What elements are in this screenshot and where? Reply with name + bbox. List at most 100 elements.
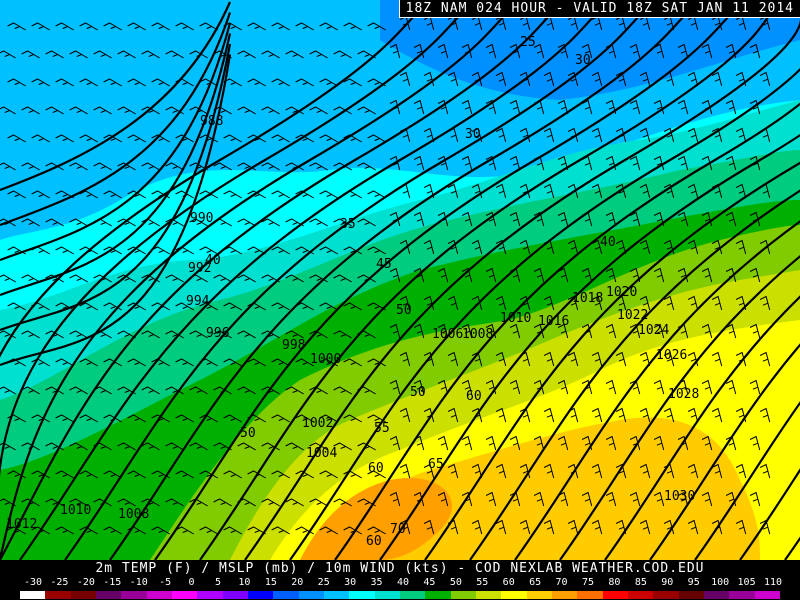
- wind-barb: [7, 358, 26, 367]
- wind-barb: [31, 414, 50, 423]
- colorbar-tick: 70: [555, 577, 568, 588]
- wind-barb: [55, 358, 74, 367]
- colorbar-tick: 80: [608, 577, 621, 588]
- wind-barb: [509, 435, 521, 451]
- wind-barb: [189, 162, 208, 171]
- wind-barb: [223, 302, 242, 311]
- isobar-label: 1016: [538, 314, 569, 329]
- wind-barb: [639, 407, 651, 423]
- wind-barb: [557, 211, 569, 227]
- wind-barb: [237, 498, 256, 507]
- wind-barb: [495, 351, 507, 367]
- wind-barb: [55, 190, 74, 199]
- wind-barb: [333, 442, 352, 451]
- wind-barb: [93, 106, 112, 115]
- wind-barb: [437, 379, 449, 395]
- wind-barb: [615, 239, 627, 255]
- wind-barb: [399, 407, 411, 423]
- wind-barb: [309, 274, 328, 283]
- isobar: [694, 0, 800, 560]
- wind-barb: [533, 379, 545, 395]
- wind-barb: [423, 351, 435, 367]
- isobar: [0, 1, 232, 192]
- colorbar-tick: -30: [23, 577, 43, 588]
- wind-barb: [461, 323, 473, 339]
- wind-barb: [151, 78, 170, 87]
- wind-barb: [175, 190, 194, 199]
- wind-barb: [509, 155, 521, 171]
- wind-barb: [367, 358, 386, 367]
- wind-barb: [749, 267, 761, 283]
- wind-barb: [759, 127, 771, 143]
- colorbar-tick: 30: [344, 577, 357, 588]
- wind-barb: [237, 442, 256, 451]
- wind-barb: [447, 127, 459, 143]
- wind-barb: [701, 491, 713, 507]
- wind-barb: [175, 22, 194, 31]
- wind-barb: [31, 526, 50, 535]
- wind-barb: [509, 491, 521, 507]
- wind-barb: [495, 183, 507, 199]
- wind-barb: [357, 106, 376, 115]
- wind-barb: [725, 323, 737, 339]
- wind-barb: [557, 267, 569, 283]
- wind-barb: [663, 351, 675, 367]
- wind-barb: [0, 50, 16, 59]
- wind-barb: [447, 351, 459, 367]
- wind-barb: [615, 71, 627, 87]
- wind-barb: [343, 190, 362, 199]
- map-title: 18Z NAM 024 HOUR - VALID 18Z SAT JAN 11 …: [398, 0, 800, 18]
- wind-barb: [285, 498, 304, 507]
- wind-barb: [471, 463, 483, 479]
- wind-barb: [295, 78, 314, 87]
- wind-barb: [151, 22, 170, 31]
- wind-barb: [319, 22, 338, 31]
- wind-barb: [141, 386, 160, 395]
- wind-barb: [117, 218, 136, 227]
- wind-barb: [701, 99, 713, 115]
- wind-barb: [45, 50, 64, 59]
- wind-barb: [389, 155, 401, 171]
- temp-label: 40: [600, 235, 616, 250]
- isobar-labels: 988 990 992 994 996 998 1000 1002 1004 1…: [6, 114, 699, 532]
- wind-barb: [367, 470, 386, 479]
- wind-barb: [247, 470, 266, 479]
- wind-barb: [557, 323, 569, 339]
- wind-barb: [247, 302, 266, 311]
- colorbar-tick: -5: [159, 577, 172, 588]
- temp-label: 50: [410, 385, 426, 400]
- wind-barb: [735, 295, 747, 311]
- wind-barb: [749, 491, 761, 507]
- wind-barb: [461, 211, 473, 227]
- wind-barb: [519, 463, 531, 479]
- wind-barb: [103, 526, 122, 535]
- wind-barb: [413, 43, 425, 59]
- wind-barb: [591, 407, 603, 423]
- wind-barb: [471, 127, 483, 143]
- wind-barb: [389, 99, 401, 115]
- wind-barb: [749, 211, 761, 227]
- wind-barb: [319, 246, 338, 255]
- temp-label: 55: [374, 421, 390, 436]
- wind-barb: [471, 295, 483, 311]
- wind-barb: [343, 302, 362, 311]
- temp-label: 60: [368, 461, 384, 476]
- wind-barb: [605, 267, 617, 283]
- wind-barb: [639, 239, 651, 255]
- isobar-label: 1006: [432, 327, 463, 342]
- wind-barb: [165, 162, 184, 171]
- wind-barb: [591, 519, 603, 535]
- wind-barb: [471, 239, 483, 255]
- wind-barb: [711, 463, 723, 479]
- wind-barb: [629, 491, 641, 507]
- wind-barb: [485, 211, 497, 227]
- isobar-label: 1020: [606, 285, 637, 300]
- isobar-label: 992: [188, 261, 211, 276]
- wind-barb: [309, 498, 328, 507]
- wind-barb: [591, 127, 603, 143]
- wind-barb: [31, 134, 50, 143]
- wind-barb: [7, 414, 26, 423]
- wind-barb: [567, 295, 579, 311]
- wind-barb: [447, 519, 459, 535]
- temp-band-70-75: [300, 478, 452, 560]
